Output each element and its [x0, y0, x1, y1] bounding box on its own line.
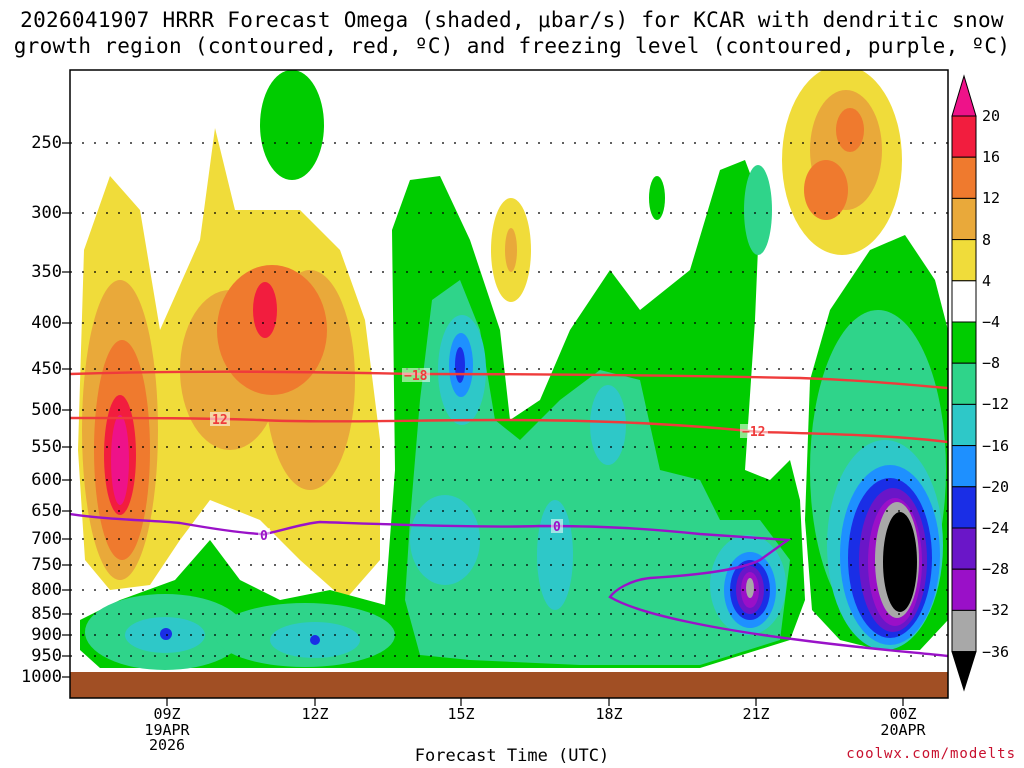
- omega-region: [111, 415, 129, 505]
- y-tick-label: 800: [31, 580, 62, 600]
- colorbar-label: 12: [982, 189, 1001, 208]
- colorbar: [951, 74, 977, 692]
- plot-frame: [69, 69, 949, 699]
- y-tick-label: 700: [31, 529, 62, 549]
- x-tick-label: 18Z: [595, 705, 623, 723]
- colorbar-label: −24: [982, 519, 1010, 537]
- y-tick-label: 1000: [21, 667, 62, 687]
- omega-region: [310, 635, 320, 645]
- colorbar-segment: [951, 486, 977, 529]
- chart-title-line-1: 2026041907 HRRR Forecast Omega (shaded, …: [20, 8, 1004, 32]
- colorbar-segment: [951, 403, 977, 447]
- omega-region: [505, 228, 517, 272]
- omega-region: [260, 70, 324, 180]
- colorbar-label: −32: [982, 601, 1010, 620]
- y-tick-label: 900: [31, 625, 62, 645]
- y-tick-label: 850: [31, 604, 62, 624]
- contour-label-minus12: −12: [742, 425, 765, 440]
- colorbar-label: −8: [982, 354, 1001, 373]
- omega-region: [160, 628, 172, 640]
- colorbar-label: −4: [982, 313, 1001, 331]
- y-tick-label: 250: [31, 133, 62, 153]
- y-tick-label: 550: [31, 437, 62, 457]
- y-tick-label: 500: [31, 400, 62, 420]
- omega-shading: [78, 70, 948, 670]
- y-tick-label: 650: [31, 501, 62, 521]
- y-tick-label: 350: [31, 262, 62, 282]
- omega-region: [746, 578, 754, 598]
- colorbar-segment: [951, 445, 977, 488]
- y-tick-label: 450: [31, 359, 62, 379]
- x-axis-title: Forecast Time (UTC): [414, 746, 610, 766]
- contour-label-zero-bg: [258, 528, 270, 542]
- freezing-level-contour: [70, 512, 948, 658]
- colorbar-segment: [951, 197, 977, 241]
- colorbar-segment: [951, 568, 977, 611]
- omega-region: [649, 176, 665, 220]
- credit-link[interactable]: coolwx.com/modelts: [846, 746, 1016, 762]
- omega-region: [883, 512, 917, 612]
- colorbar-label: 16: [982, 148, 1001, 167]
- colorbar-segment: [951, 115, 977, 158]
- colorbar-label: 20: [982, 107, 1001, 125]
- contour-label-minus18: −18: [404, 369, 428, 384]
- dendritic-contour-minus18: [70, 370, 948, 390]
- omega-region: [410, 495, 480, 585]
- ground-band: [70, 672, 948, 698]
- x-tick-label: 15Z: [447, 705, 475, 723]
- colorbar-label: −28: [982, 560, 1010, 579]
- colorbar-segment: [951, 527, 977, 570]
- omega-region: [590, 385, 626, 465]
- x-tick-label: 00Z: [889, 705, 917, 723]
- contour-label-minus12-bg: [210, 412, 230, 426]
- x-tick-sublabel: 2026: [148, 736, 186, 754]
- colorbar-segment: [951, 239, 977, 282]
- omega-region: [455, 347, 465, 383]
- y-tick-label: 950: [31, 646, 62, 666]
- x-tick-label: 09Z: [153, 705, 181, 723]
- omega-region: [253, 282, 277, 338]
- colorbar-label: 4: [982, 271, 992, 290]
- colorbar-segment: [951, 609, 977, 653]
- omega-region: [405, 280, 790, 665]
- y-tick-label: 750: [31, 555, 62, 575]
- y-tick-label: 600: [31, 470, 62, 490]
- colorbar-label: −20: [982, 477, 1010, 496]
- omega-region: [537, 500, 573, 610]
- y-tick-label: 400: [31, 313, 62, 333]
- colorbar-segment: [951, 280, 977, 323]
- contour-label-minus18-bg: [402, 368, 430, 382]
- colorbar-bottom-arrow: [951, 651, 977, 692]
- x-tick-sublabel: 19APR: [144, 721, 190, 739]
- colorbar-label: −12: [982, 395, 1010, 414]
- contour-label-zero: 0: [260, 529, 268, 544]
- contour-label-minus12: 12: [212, 413, 228, 428]
- contour-label-minus12-bg: [740, 424, 768, 438]
- x-tick-label: 12Z: [301, 705, 329, 723]
- x-tick-sublabel: 20APR: [880, 721, 926, 739]
- contour-label-zero-bg: [551, 519, 563, 533]
- contour-label-zero: 0: [553, 520, 561, 535]
- colorbar-label: −16: [982, 436, 1010, 455]
- axis-ticks: [62, 142, 904, 706]
- omega-region: [804, 160, 848, 220]
- colorbar-segment: [951, 362, 977, 405]
- chart-title-line-2: growth region (contoured, red, ºC) and f…: [13, 34, 1011, 58]
- colorbar-segment: [951, 156, 977, 199]
- x-tick-label: 21Z: [742, 705, 770, 723]
- colorbar-segment: [951, 321, 977, 364]
- omega-region: [744, 165, 772, 255]
- colorbar-label: 8: [982, 230, 992, 249]
- omega-region: [836, 108, 864, 152]
- y-tick-label: 300: [31, 203, 62, 223]
- colorbar-label: −36: [982, 642, 1010, 661]
- contour-labels: −18 12 −12 0 0: [210, 368, 768, 544]
